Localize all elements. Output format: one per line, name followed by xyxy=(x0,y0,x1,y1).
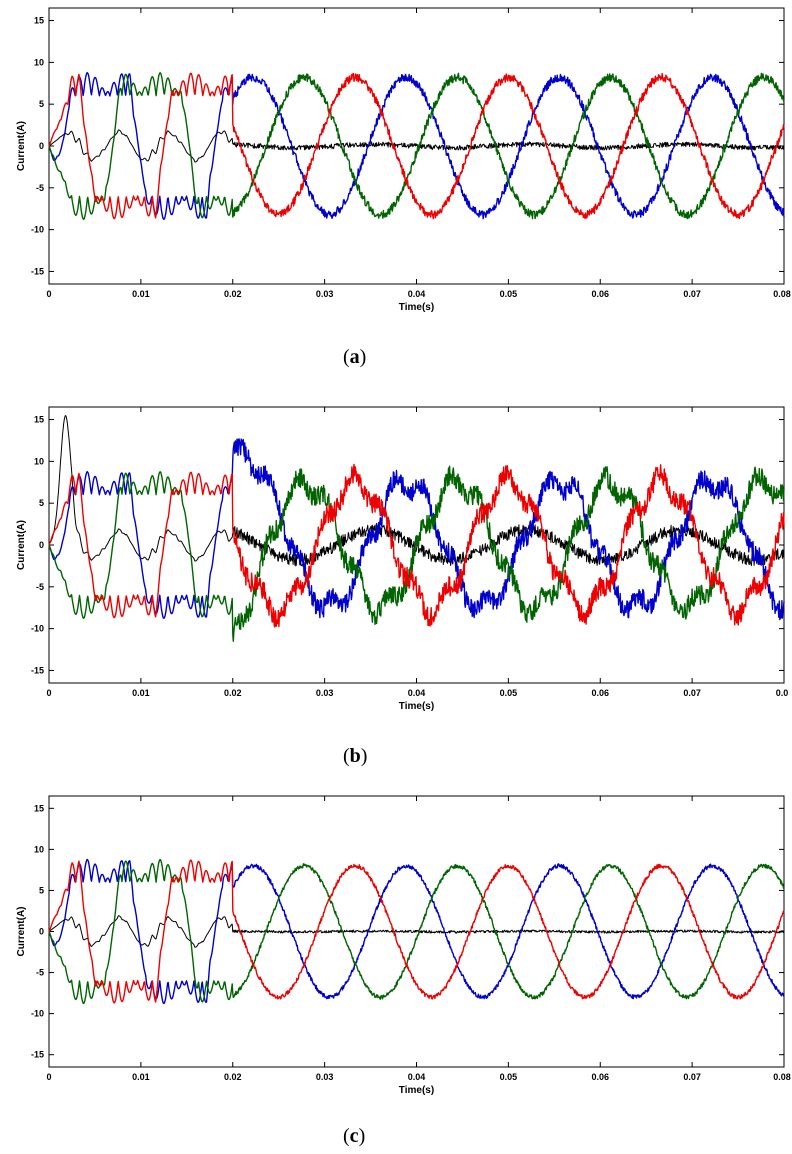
y-tick-label: -5 xyxy=(36,968,44,978)
chart-panel-c: 15 10 5 0 -5 -10 -15 0 0.01 0.02 0.03 0.04 0.05 0.06 0… xyxy=(0,780,792,1154)
neutral-line-a xyxy=(48,129,785,163)
y-tick-label: -5 xyxy=(36,582,44,592)
chart-panel-b: 15 10 5 0 -5 -10 -15 0 0.01 0.02 0.03 0.04 0.05 0.06 0… xyxy=(0,385,792,775)
x-axis-title: Time(s) xyxy=(399,701,434,712)
y-tick-label: 10 xyxy=(34,57,44,67)
x-tick-label: 0.05 xyxy=(500,289,518,299)
x-tick-label: 0.03 xyxy=(316,1072,334,1082)
y-axis-title: Current(A) xyxy=(16,520,27,570)
y-tick-label: 5 xyxy=(39,99,44,109)
caption-a-letter: a xyxy=(349,346,360,368)
x-tick-label: 0.01 xyxy=(132,688,150,698)
y-tick-label: -10 xyxy=(31,225,44,235)
x-tick-label: 0.04 xyxy=(408,289,426,299)
y-tick-label: 5 xyxy=(39,498,44,508)
neutral-line-b xyxy=(48,415,785,567)
y-tick-label: 10 xyxy=(34,844,44,854)
x-tick-label: 0.01 xyxy=(132,289,150,299)
x-tick-label: 0.05 xyxy=(500,1072,518,1082)
x-tick-label: 0.07 xyxy=(683,1072,701,1082)
x-tick-label: 0.07 xyxy=(683,289,701,299)
x-tick-label: 0 xyxy=(46,289,51,299)
y-tick-label: 15 xyxy=(34,16,44,26)
caption-b: (b) xyxy=(343,745,367,768)
y-tick-label: 5 xyxy=(39,885,44,895)
chart-svg-b: 15 10 5 0 -5 -10 -15 0 0.01 0.02 0.03 0.04 0.05 0.06 0… xyxy=(16,406,789,712)
phase-c-line-c xyxy=(48,859,785,1004)
neutral-line-c xyxy=(48,915,785,948)
x-tick-label: 0.03 xyxy=(316,688,334,698)
x-tick-label: 0.08 xyxy=(773,1072,791,1082)
x-tick-label: 0.02 xyxy=(224,688,242,698)
y-tick-label: -15 xyxy=(31,266,44,276)
chart-panel-a: 15 10 5 0 -5 -10 -15 0 0.01 0.02 0.03 0.04 0.05 0.06 0… xyxy=(0,0,792,380)
y-tick-label: 0 xyxy=(39,141,44,151)
x-tick-label: 0.06 xyxy=(591,1072,609,1082)
x-tick-label: 0.03 xyxy=(316,289,334,299)
y-tick-label: -10 xyxy=(31,624,44,634)
y-tick-label: -15 xyxy=(31,665,44,675)
caption-c-letter: c xyxy=(349,1125,359,1147)
y-tick-label: 15 xyxy=(34,803,44,813)
caption-c: (c) xyxy=(343,1125,365,1148)
caption-c-open: ( xyxy=(343,1125,350,1147)
x-tick-label: 0 xyxy=(46,1072,51,1082)
phase-c-line-b xyxy=(48,463,785,628)
caption-b-open: ( xyxy=(343,745,350,767)
phase-c-line-a xyxy=(48,72,785,220)
caption-a-open: ( xyxy=(343,346,350,368)
caption-c-close: ) xyxy=(358,1125,366,1147)
chart-svg-c: 15 10 5 0 -5 -10 -15 0 0.01 0.02 0.03 0.04 0.05 0.06 0… xyxy=(16,795,791,1096)
x-tick-label: 0.05 xyxy=(500,688,518,698)
y-tick-label: 15 xyxy=(34,415,44,425)
x-tick-label: 0.04 xyxy=(408,1072,426,1082)
y-tick-label: -15 xyxy=(31,1050,44,1060)
x-axis-title: Time(s) xyxy=(399,1085,434,1096)
x-tick-label: 0.0 xyxy=(776,688,789,698)
caption-a: (a) xyxy=(343,346,366,369)
x-tick-label: 0.02 xyxy=(224,1072,242,1082)
x-tick-label: 0.02 xyxy=(224,289,242,299)
x-tick-label: 0.06 xyxy=(591,688,609,698)
y-tick-label: -10 xyxy=(31,1009,44,1019)
chart-svg-a: 15 10 5 0 -5 -10 -15 0 0.01 0.02 0.03 0.04 0.05 0.06 0… xyxy=(16,7,791,313)
y-axis-title: Current(A) xyxy=(16,121,27,171)
x-axis-title: Time(s) xyxy=(399,302,434,313)
x-tick-label: 0.08 xyxy=(773,289,791,299)
x-tick-label: 0.07 xyxy=(683,688,701,698)
y-axis-title: Current(A) xyxy=(16,907,27,957)
caption-b-close: ) xyxy=(360,745,368,767)
x-tick-label: 0.06 xyxy=(591,289,609,299)
y-tick-label: 0 xyxy=(39,540,44,550)
y-tick-label: -5 xyxy=(36,183,44,193)
caption-b-letter: b xyxy=(349,745,361,767)
y-tick-label: 0 xyxy=(39,927,44,937)
x-tick-label: 0 xyxy=(46,688,51,698)
x-tick-label: 0.04 xyxy=(408,688,426,698)
x-tick-label: 0.01 xyxy=(132,1072,150,1082)
caption-a-close: ) xyxy=(359,346,367,368)
y-tick-label: 10 xyxy=(34,456,44,466)
